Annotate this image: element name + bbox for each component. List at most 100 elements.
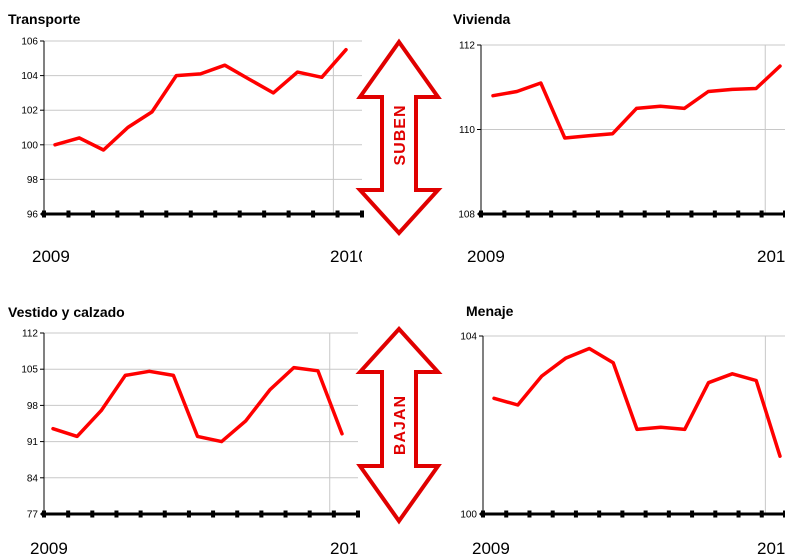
chart-title: Menaje xyxy=(466,303,514,319)
x-tick-mark xyxy=(286,210,291,218)
data-point xyxy=(731,372,734,375)
plot-area: 77 84 91 98 105 112 2009 2010 xyxy=(21,329,368,558)
data-point xyxy=(588,347,591,350)
data-point xyxy=(75,435,79,438)
series-line xyxy=(53,47,348,152)
data-point xyxy=(175,74,178,77)
data-point xyxy=(296,70,299,74)
x-tick-mark xyxy=(619,210,624,218)
down-arrow: BAJAN xyxy=(355,326,443,525)
x-tick-mark xyxy=(643,510,648,518)
data-point xyxy=(53,143,57,146)
data-point xyxy=(683,428,686,431)
x-tick-mark xyxy=(188,210,193,218)
y-tick-label: 108 xyxy=(458,210,475,221)
x-tick-mark xyxy=(162,510,167,518)
x-tick-mark xyxy=(572,210,577,218)
data-point xyxy=(247,77,251,81)
data-point xyxy=(340,432,344,435)
chart-panel-vivienda: Vivienda 108 110 112 2009 2010 xyxy=(453,11,785,266)
x-tick-mark xyxy=(114,510,119,518)
data-point xyxy=(491,94,495,97)
data-point xyxy=(539,81,542,85)
data-point xyxy=(707,90,710,93)
data-point xyxy=(707,381,710,384)
data-point xyxy=(564,357,567,360)
data-point xyxy=(635,107,638,110)
series-line xyxy=(491,64,782,140)
up-arrow: SUBEN xyxy=(355,38,443,236)
x-tick-mark xyxy=(502,210,507,218)
plot-area: 96 98 100 102 104 106 2009 2010 xyxy=(21,37,364,266)
y-tick-label: 84 xyxy=(27,473,39,484)
x-tick-mark xyxy=(283,510,288,518)
chart-title: Vivienda xyxy=(453,11,511,27)
y-tick-label: 98 xyxy=(27,175,39,186)
data-point xyxy=(51,427,55,430)
x-tick-mark xyxy=(356,510,360,518)
data-point xyxy=(754,87,758,90)
y-tick-label: 98 xyxy=(27,401,39,412)
x-tick-mark xyxy=(115,210,120,218)
y-tick-label: 104 xyxy=(21,71,38,82)
x-tick-mark xyxy=(713,510,718,518)
data-point xyxy=(268,388,271,392)
data-point xyxy=(492,397,496,400)
data-point xyxy=(778,64,782,68)
x-tick-mark xyxy=(736,210,741,218)
data-point xyxy=(540,374,543,378)
x-tick-mark xyxy=(527,510,532,518)
x-tick-mark xyxy=(712,210,717,218)
data-point xyxy=(172,374,175,377)
y-tick-label: 100 xyxy=(21,140,38,151)
data-point xyxy=(611,132,614,135)
x-tick-mark xyxy=(90,210,95,218)
y-tick-label: 110 xyxy=(459,125,475,136)
x-tick-mark xyxy=(666,210,671,218)
x-tick-mark xyxy=(307,510,312,518)
down-arrow-shape xyxy=(355,326,443,525)
x-tick-mark xyxy=(550,510,555,518)
data-point xyxy=(755,379,758,382)
x-tick-mark xyxy=(689,210,694,218)
data-point xyxy=(563,136,566,140)
x-tick-label: 2009 xyxy=(30,539,68,558)
chart-panel-menaje: Menaje 100 104 2009 2010 xyxy=(460,303,785,558)
chart-title: Transporte xyxy=(8,11,81,27)
x-tick-mark xyxy=(138,510,143,518)
up-arrow-shape xyxy=(355,38,443,236)
data-point xyxy=(126,126,129,129)
x-tick-label: 2010 xyxy=(330,539,368,558)
x-tick-mark xyxy=(666,510,671,518)
x-tick-mark xyxy=(211,510,216,518)
y-tick-label: 106 xyxy=(21,37,38,48)
up-arrow-label: SUBEN xyxy=(392,104,409,165)
data-point xyxy=(587,134,590,137)
data-point xyxy=(78,136,81,140)
y-tick-label: 91 xyxy=(27,437,39,448)
chart-title: Vestido y calzado xyxy=(8,304,125,320)
y-tick-label: 112 xyxy=(459,41,475,52)
x-tick-mark xyxy=(259,510,264,518)
data-point xyxy=(659,105,662,108)
x-tick-mark xyxy=(42,510,46,518)
x-tick-mark xyxy=(186,510,191,518)
x-tick-mark xyxy=(690,510,695,518)
series-line xyxy=(51,365,344,444)
data-point xyxy=(196,435,199,438)
y-tick-label: 105 xyxy=(21,365,38,376)
x-tick-mark xyxy=(525,210,530,218)
x-tick-mark xyxy=(42,210,46,218)
x-tick-mark xyxy=(736,510,741,518)
x-tick-label: 2010 xyxy=(757,247,785,266)
series-line xyxy=(492,346,782,458)
x-tick-mark xyxy=(331,510,336,518)
data-point xyxy=(320,76,323,79)
data-point xyxy=(244,419,247,423)
x-tick-mark xyxy=(620,510,625,518)
data-point xyxy=(683,107,686,110)
x-tick-mark xyxy=(237,210,242,218)
x-tick-mark xyxy=(549,210,554,218)
chart-panel-vestido-y-calzado: Vestido y calzado 77 84 91 98 105 112 2009 2010 xyxy=(8,304,368,558)
